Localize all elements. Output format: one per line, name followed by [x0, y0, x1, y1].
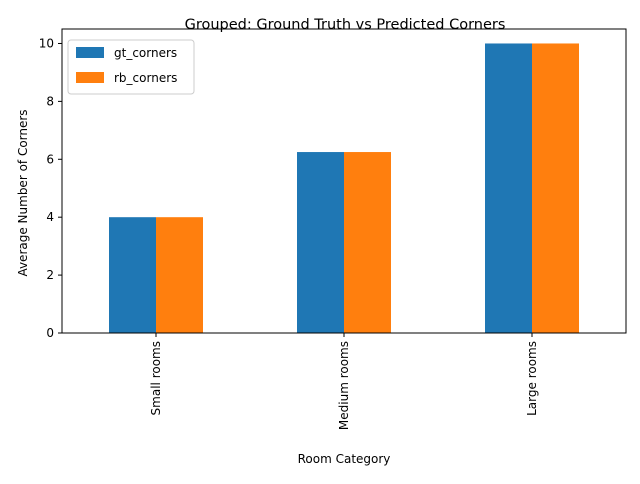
plot-frame	[61, 28, 627, 334]
legend-swatch-gt-corners	[76, 47, 104, 58]
x-tick-label-medium-rooms: Medium rooms	[337, 341, 351, 430]
y-tick-label: 4	[46, 210, 54, 224]
x-axis-label: Room Category	[298, 452, 391, 466]
y-tick-label: 0	[46, 326, 54, 340]
y-tick-label: 2	[46, 268, 54, 282]
y-axis: 0 2 4 6 8 10	[39, 36, 62, 340]
bar-rb-corners-large-rooms	[532, 43, 579, 333]
legend-label-gt-corners: gt_corners	[114, 46, 177, 60]
x-axis: Small rooms Medium rooms Large rooms	[149, 333, 539, 430]
bars-layer	[109, 43, 579, 333]
bar-rb-corners-medium-rooms	[344, 152, 391, 333]
x-tick-label-large-rooms: Large rooms	[525, 341, 539, 416]
y-tick-label: 8	[46, 94, 54, 108]
legend-label-rb-corners: rb_corners	[114, 71, 177, 85]
bar-gt-corners-medium-rooms	[297, 152, 344, 333]
bar-gt-corners-large-rooms	[485, 43, 532, 333]
bar-rb-corners-small-rooms	[156, 217, 203, 333]
legend-swatch-rb-corners	[76, 72, 104, 83]
y-tick-label: 6	[46, 152, 54, 166]
legend: gt_corners rb_corners	[67, 39, 195, 95]
bar-gt-corners-small-rooms	[109, 217, 156, 333]
chart-title: Grouped: Ground Truth vs Predicted Corne…	[185, 17, 506, 33]
x-tick-label-small-rooms: Small rooms	[149, 341, 163, 415]
y-tick-label: 10	[39, 36, 54, 50]
y-axis-label: Average Number of Corners	[16, 109, 30, 276]
